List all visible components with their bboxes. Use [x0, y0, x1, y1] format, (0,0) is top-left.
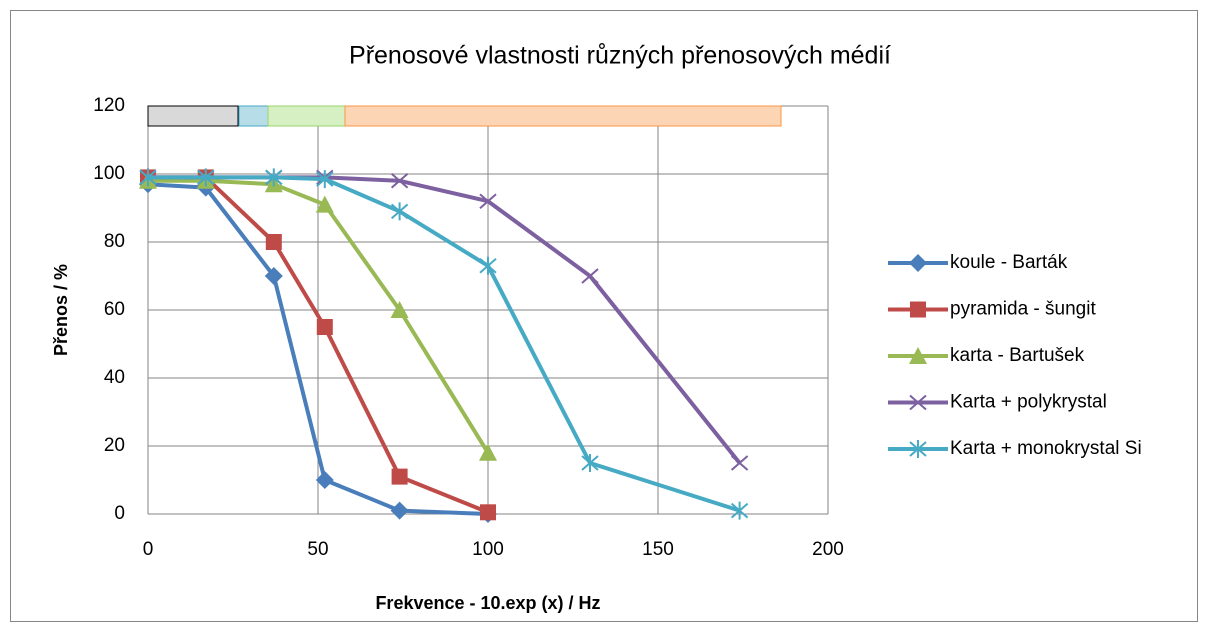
range-bar — [147, 105, 239, 127]
marker — [315, 471, 334, 489]
marker — [265, 168, 283, 187]
marker — [581, 454, 599, 472]
y-tick-label: 20 — [104, 435, 125, 456]
legend-label: Karta + monokrystal Si — [950, 438, 1142, 459]
marker — [909, 347, 927, 364]
marker — [909, 440, 927, 458]
x-tick-label: 0 — [143, 539, 154, 560]
marker — [391, 468, 408, 485]
legend-label: pyramida - šungit — [950, 299, 1096, 320]
marker — [264, 267, 283, 285]
marker — [316, 319, 333, 335]
series-line — [148, 178, 490, 454]
marker — [479, 193, 497, 209]
marker — [315, 195, 334, 213]
marker — [910, 301, 926, 318]
series-line — [147, 182, 489, 516]
marker — [909, 394, 927, 411]
range-bar — [238, 105, 269, 127]
x-tick-label: 100 — [472, 539, 504, 560]
y-tick-label: 80 — [104, 231, 125, 252]
y-tick-label: 60 — [104, 299, 125, 320]
legend-label: koule - Barták — [950, 252, 1068, 273]
y-tick-label: 40 — [104, 367, 125, 388]
marker — [479, 443, 497, 461]
marker — [139, 168, 157, 187]
range-bars — [147, 105, 782, 127]
marker — [390, 501, 409, 520]
marker — [390, 202, 409, 221]
legend-label: Karta + polykrystal — [950, 392, 1107, 413]
x-axis-title: Frekvence - 10.exp (x) / Hz — [375, 593, 600, 613]
range-bar — [267, 105, 346, 127]
y-tick-label: 0 — [114, 503, 125, 524]
y-axis-title: Přenos / % — [51, 264, 71, 356]
y-tick-label: 100 — [93, 163, 125, 184]
marker — [316, 170, 334, 189]
marker — [265, 234, 282, 250]
marker — [479, 256, 497, 275]
marker — [480, 504, 496, 521]
range-bar — [344, 105, 782, 127]
x-tick-label: 50 — [307, 539, 328, 560]
marker — [730, 455, 749, 471]
y-tick-label: 120 — [93, 95, 125, 116]
x-tick-label: 200 — [812, 539, 844, 560]
series-line — [148, 175, 741, 513]
x-tick-label: 150 — [642, 539, 674, 560]
chart-title: Přenosové vlastnosti různých přenosových… — [349, 42, 891, 70]
marker — [390, 173, 409, 189]
legend-label: karta - Bartušek — [950, 345, 1085, 366]
marker — [581, 268, 599, 284]
marker — [197, 168, 215, 187]
marker — [730, 501, 749, 520]
marker — [390, 301, 409, 318]
marker — [909, 254, 927, 272]
